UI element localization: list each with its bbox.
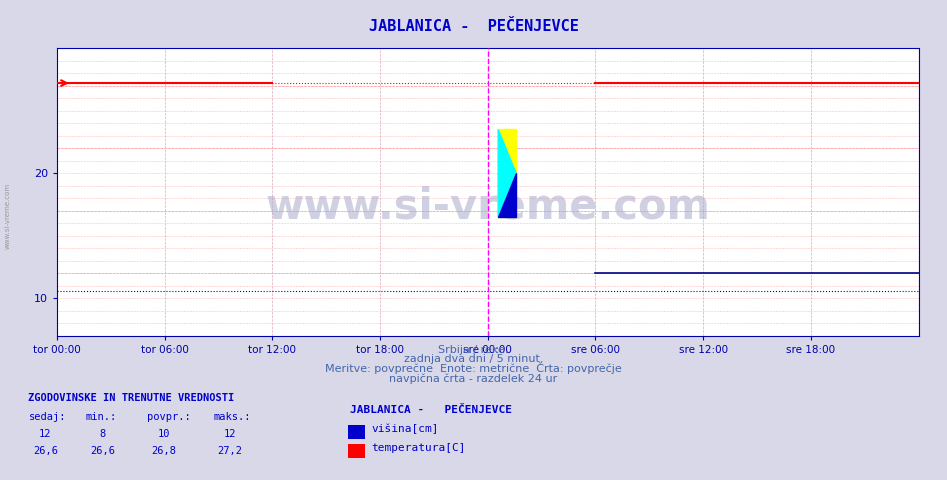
Polygon shape [498, 130, 516, 217]
Text: 26,6: 26,6 [90, 445, 115, 456]
Polygon shape [498, 173, 516, 217]
Text: 12: 12 [39, 429, 52, 439]
Text: maks.:: maks.: [213, 412, 251, 422]
Bar [498, 130, 516, 217]
Text: 26,6: 26,6 [33, 445, 58, 456]
Text: Srbija / reke.: Srbija / reke. [438, 345, 509, 355]
Text: JABLANICA -  PEČENJEVCE: JABLANICA - PEČENJEVCE [368, 19, 579, 34]
Text: www.si-vreme.com: www.si-vreme.com [5, 183, 10, 249]
Text: zadnja dva dni / 5 minut.: zadnja dva dni / 5 minut. [403, 354, 544, 364]
Text: višina[cm]: višina[cm] [371, 423, 438, 434]
Text: povpr.:: povpr.: [147, 412, 190, 422]
Text: sedaj:: sedaj: [28, 412, 66, 422]
Text: Meritve: povprečne  Enote: metrične  Črta: povprečje: Meritve: povprečne Enote: metrične Črta:… [325, 362, 622, 374]
Text: min.:: min.: [85, 412, 116, 422]
Text: ZGODOVINSKE IN TRENUTNE VREDNOSTI: ZGODOVINSKE IN TRENUTNE VREDNOSTI [28, 393, 235, 403]
Text: temperatura[C]: temperatura[C] [371, 443, 466, 453]
Text: JABLANICA -   PEČENJEVCE: JABLANICA - PEČENJEVCE [350, 405, 512, 415]
Text: 12: 12 [223, 429, 237, 439]
Text: 27,2: 27,2 [218, 445, 242, 456]
Text: 10: 10 [157, 429, 170, 439]
Text: www.si-vreme.com: www.si-vreme.com [265, 185, 710, 228]
Text: 26,8: 26,8 [152, 445, 176, 456]
Text: navpična črta - razdelek 24 ur: navpična črta - razdelek 24 ur [389, 373, 558, 384]
Text: 8: 8 [99, 429, 105, 439]
